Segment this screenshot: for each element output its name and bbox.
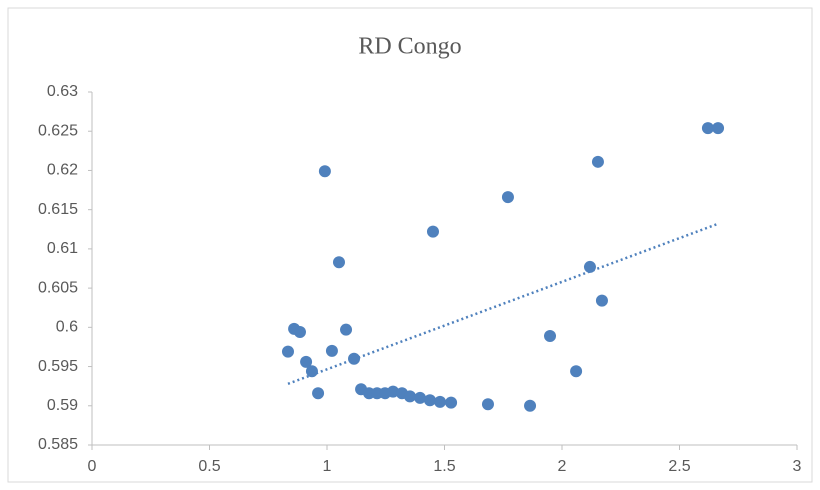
chart-title: RD Congo	[358, 34, 461, 60]
y-tick-label: 0.62	[47, 162, 78, 179]
point	[595, 294, 608, 307]
point	[481, 398, 494, 411]
point	[293, 326, 306, 339]
y-tick-label: 0.6	[56, 319, 78, 336]
point	[312, 387, 325, 400]
point	[423, 394, 436, 407]
point	[591, 155, 604, 168]
point	[712, 122, 725, 135]
y-tick-label: 0.585	[38, 436, 78, 453]
y-tick-label: 0.63	[47, 83, 78, 100]
point	[524, 399, 537, 412]
point	[501, 191, 514, 204]
point	[281, 345, 294, 358]
x-tick-label: 2.5	[668, 458, 690, 475]
y-tick-label: 0.59	[47, 397, 78, 414]
y-tick-label: 0.615	[38, 201, 78, 218]
y-tick-label: 0.595	[38, 358, 78, 375]
point	[318, 165, 331, 178]
y-tick-label: 0.625	[38, 122, 78, 139]
y-tick-label: 0.61	[47, 240, 78, 257]
y-tick-label: 0.605	[38, 279, 78, 296]
point	[701, 122, 714, 135]
chart-border	[7, 7, 813, 483]
point	[403, 390, 416, 403]
point	[544, 329, 557, 342]
point	[348, 352, 361, 365]
x-tick-label: 3	[793, 458, 802, 475]
point	[300, 355, 313, 368]
x-tick-label: 0.5	[198, 458, 220, 475]
point	[434, 395, 447, 408]
point	[340, 323, 353, 336]
point	[414, 391, 427, 404]
point	[583, 260, 596, 273]
x-tick-label: 1.5	[433, 458, 455, 475]
x-tick-label: 0	[88, 458, 97, 475]
point	[445, 396, 458, 409]
x-tick-label: 1	[323, 458, 332, 475]
point	[570, 365, 583, 378]
point	[387, 385, 400, 398]
point	[332, 256, 345, 269]
point	[325, 344, 338, 357]
point	[305, 365, 318, 378]
point	[426, 225, 439, 238]
x-tick-label: 2	[558, 458, 567, 475]
